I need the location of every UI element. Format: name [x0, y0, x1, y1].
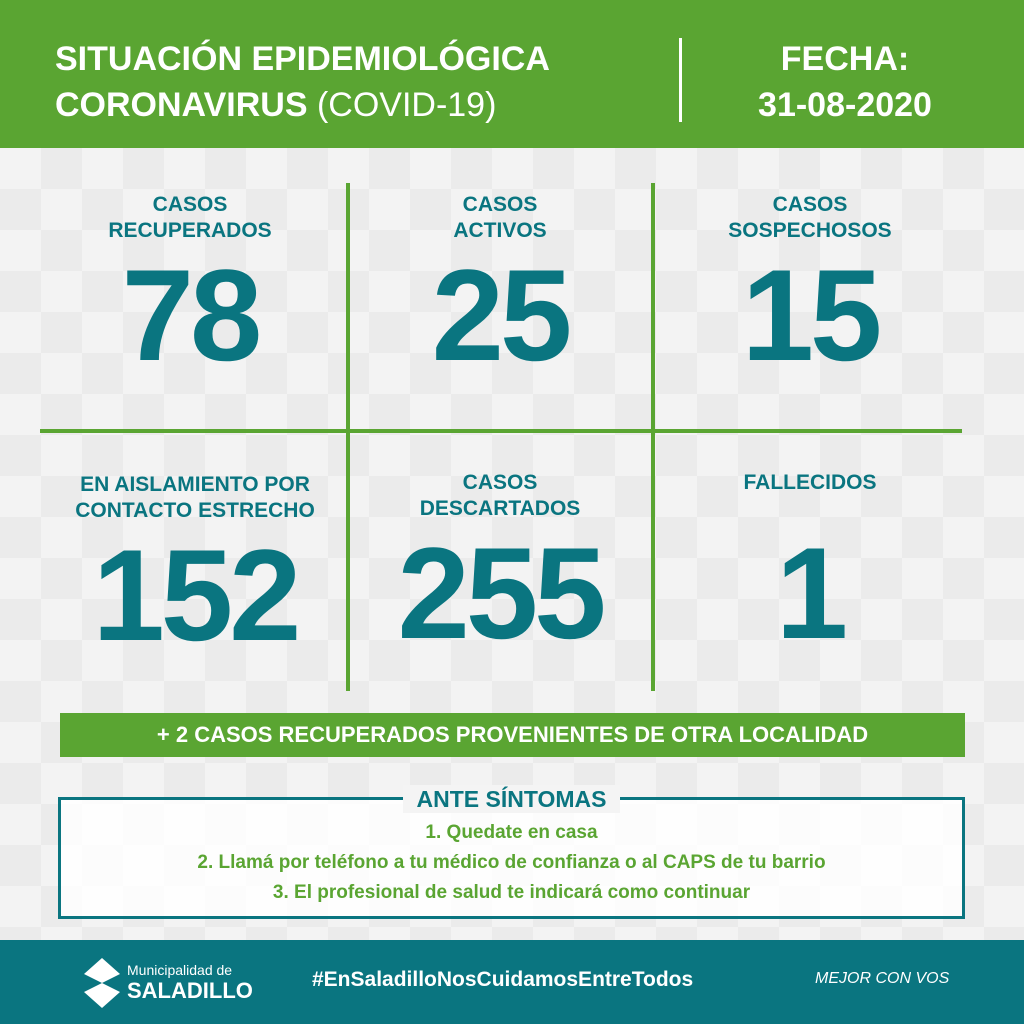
grid-divider [651, 183, 655, 691]
symptom-step: 2. Llamá por teléfono a tu médico de con… [197, 852, 826, 873]
stat-fallecidos: FALLECIDOS 1 [660, 470, 960, 658]
stat-value: 152 [92, 522, 302, 668]
stat-label: CASOS DESCARTADOS [419, 471, 581, 520]
slogan: MEJOR CON VOS [815, 970, 950, 987]
stat-label: FALLECIDOS [743, 471, 877, 494]
symptoms-box: ANTE SÍNTOMAS 1. Quedate en casa 2. Llam… [58, 785, 965, 919]
date-value: 31-08-2020 [758, 86, 932, 124]
stat-value: 255 [397, 520, 607, 666]
date-label: FECHA: [780, 40, 910, 78]
header-divider [679, 38, 682, 122]
stat-activos: CASOS ACTIVOS 25 [350, 192, 650, 380]
title-line1: SITUACIÓN EPIDEMIOLÓGICA [55, 40, 550, 78]
footer: Municipalidad de SALADILLO #EnSaladilloN… [0, 940, 1024, 1024]
stat-label: EN AISLAMIENTO POR CONTACTO ESTRECHO [75, 473, 315, 522]
symptom-step: 3. El profesional de salud te indicará c… [272, 882, 751, 903]
saladillo-logo-icon [84, 958, 120, 1008]
grid-divider [40, 429, 962, 433]
title-line2: CORONAVIRUS [55, 86, 308, 124]
logo-big-text: SALADILLO [127, 978, 253, 1003]
hashtag: #EnSaladilloNosCuidamosEntreTodos [312, 968, 694, 991]
stat-sospechosos: CASOS SOSPECHOSOS 15 [660, 192, 960, 380]
stat-label: CASOS SOSPECHOSOS [728, 193, 892, 242]
extra-recovered-banner: + 2 CASOS RECUPERADOS PROVENIENTES DE OT… [60, 713, 965, 757]
municipality-logo: Municipalidad de SALADILLO [127, 962, 253, 1004]
header: SITUACIÓN EPIDEMIOLÓGICA CORONAVIRUS (CO… [0, 0, 1024, 148]
stat-aislamiento: EN AISLAMIENTO POR CONTACTO ESTRECHO 152 [45, 472, 345, 660]
stat-label: CASOS RECUPERADOS [108, 193, 272, 242]
title-line2-sub: (COVID-19) [316, 86, 497, 124]
page-title: SITUACIÓN EPIDEMIOLÓGICA CORONAVIRUS (CO… [55, 36, 665, 128]
stat-label: CASOS ACTIVOS [453, 193, 547, 242]
stat-value: 25 [431, 242, 573, 388]
symptoms-title: ANTE SÍNTOMAS [402, 785, 621, 813]
stat-recuperados: CASOS RECUPERADOS 78 [40, 192, 340, 380]
date-block: FECHA: 31-08-2020 [700, 36, 990, 128]
grid-divider [346, 183, 350, 691]
stat-value: 15 [741, 242, 883, 388]
symptom-step: 1. Quedate en casa [425, 822, 598, 843]
stat-descartados: CASOS DESCARTADOS 255 [350, 470, 650, 658]
stat-value: 1 [775, 520, 848, 666]
logo-small-text: Municipalidad de [127, 962, 233, 978]
stat-value: 78 [121, 242, 263, 388]
